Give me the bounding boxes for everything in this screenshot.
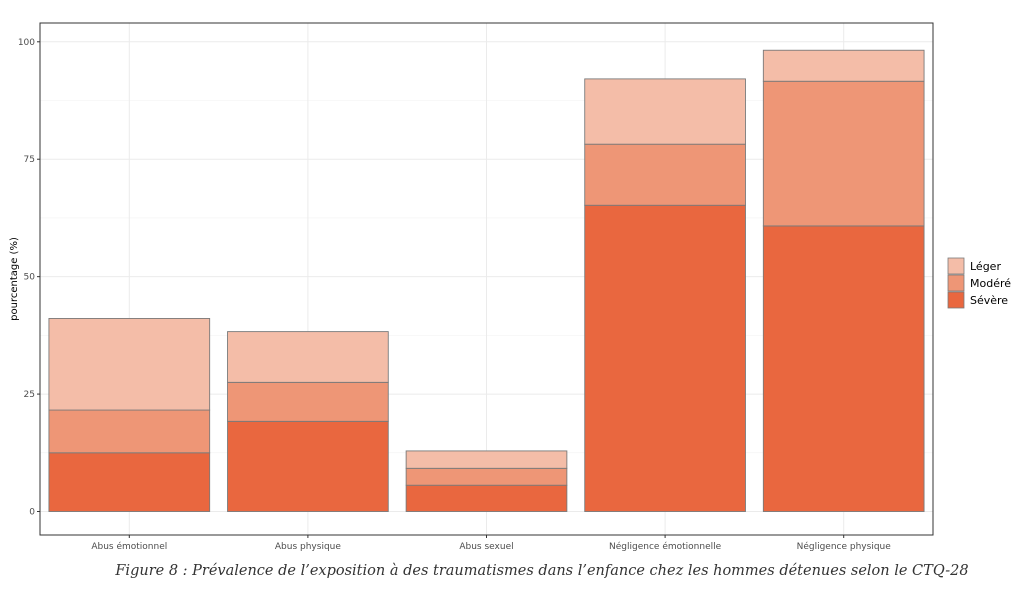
bar-segment-modere — [227, 381, 389, 422]
y-tick-label: 0 — [29, 508, 35, 518]
bar-segment-severe — [762, 225, 925, 512]
bar-segment-modere — [584, 143, 746, 206]
x-tick-label: Négligence physique — [797, 541, 892, 552]
bar-segment-leger — [405, 450, 568, 469]
bar-segment-severe — [227, 420, 389, 512]
x-tick-label: Abus émotionnel — [91, 541, 167, 552]
bar-segment-modere — [405, 467, 568, 486]
bar-segment-leger — [584, 78, 746, 145]
bar-segment-leger — [48, 318, 211, 411]
bar-segment-severe — [405, 484, 568, 512]
y-axis: 0 25 50 75 100 — [18, 38, 40, 518]
bar-segment-severe — [48, 452, 211, 512]
bar-segment-leger — [762, 49, 925, 82]
bar-segment-leger — [227, 331, 389, 383]
figure-caption: Figure 8 : Prévalence de l’exposition à … — [115, 563, 969, 579]
y-axis-title: pourcentage (%) — [9, 237, 20, 321]
y-tick-label: 75 — [24, 155, 35, 165]
x-tick-label: Négligence émotionnelle — [609, 541, 722, 552]
y-tick-label: 25 — [24, 390, 35, 400]
legend-key-severe — [947, 291, 965, 309]
bar-segment-modere — [762, 80, 925, 227]
x-tick-label: Abus physique — [275, 542, 341, 552]
legend: Léger Modéré Sévère — [947, 257, 1011, 309]
x-axis: Abus émotionnel Abus physique Abus sexuel N… — [91, 535, 891, 552]
bar-segment-severe — [584, 204, 746, 512]
x-tick-label: Abus sexuel — [459, 542, 513, 552]
y-tick-label: 100 — [18, 38, 35, 48]
legend-label-severe: Sévère — [970, 294, 1008, 307]
y-tick-label: 50 — [24, 273, 36, 283]
legend-key-modere — [947, 274, 965, 292]
bars-layer — [48, 49, 925, 512]
legend-label-modere: Modéré — [970, 277, 1011, 290]
legend-label-leger: Léger — [970, 260, 1001, 273]
bar-segment-modere — [48, 409, 211, 454]
legend-key-leger — [947, 257, 965, 275]
